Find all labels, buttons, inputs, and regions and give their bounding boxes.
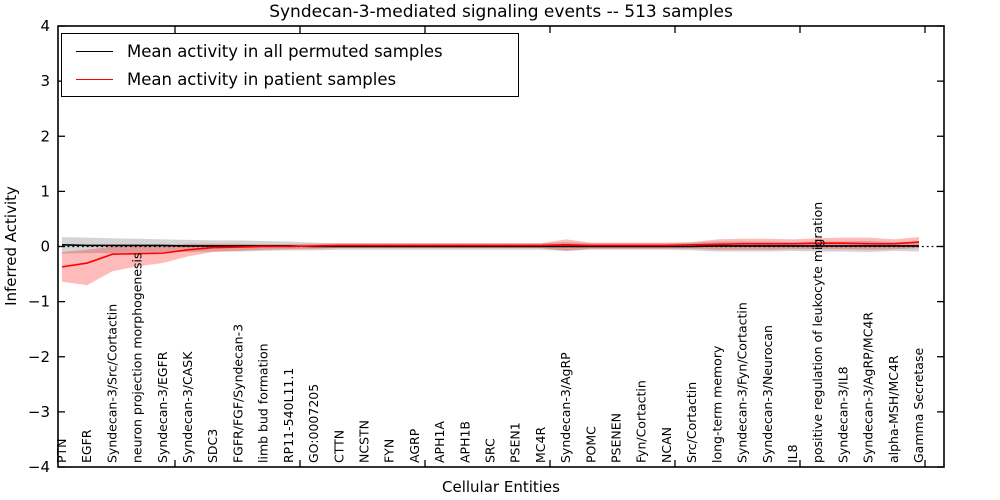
x-category-label: AGRP [407,428,422,463]
x-category-label: PTN [54,438,69,463]
x-category-label: NCSTN [356,420,371,463]
x-category-label: POMC [583,426,598,463]
x-category-label: MC4R [533,427,548,463]
x-category-label: neuron projection morphogenesis [130,252,145,463]
patient-samples-range-band [62,237,919,286]
x-category-label: positive regulation of leukocyte migrati… [810,202,825,463]
legend-label-permuted: Mean activity in all permuted samples [127,41,443,61]
x-category-label: IL8 [785,444,800,463]
x-category-label: Src/Cortactin [684,382,699,463]
x-category-label: Syndecan-3/IL8 [835,366,850,463]
x-category-label: Syndecan-3/Fyn/Cortactin [735,302,750,463]
legend-line-patient-icon [76,78,113,80]
legend-item: Mean activity in all permuted samples [62,42,518,61]
x-category-label: RP11-540L11.1 [281,368,296,463]
x-category-label: alpha-MSH/MC4R [886,355,901,463]
x-category-label: Syndecan-3/EGFR [155,351,170,463]
x-category-label: Syndecan-3/Neurocan [760,325,775,463]
x-category-label: SRC [483,438,498,463]
x-category-label: Fyn/Cortactin [634,380,649,463]
chart-title: Syndecan-3-mediated signaling events -- … [269,2,733,22]
x-category-label: NCAN [659,427,674,463]
y-tick-label: 2 [40,127,50,145]
legend-line-permuted-icon [76,50,113,52]
x-category-label: GO:0007205 [306,384,321,463]
x-category-label: APH1A [432,421,447,463]
x-category-label: Gamma Secretase [911,348,926,463]
x-category-label: long-term memory [709,345,724,463]
x-category-label: FGFR/FGF/Syndecan-3 [230,324,245,463]
y-tick-label: −2 [28,348,50,366]
y-axis-title: Inferred Activity [2,186,20,306]
x-category-label: Syndecan-3/AgRP/MC4R [861,312,876,463]
x-category-label: CTTN [331,430,346,463]
permuted-mean-line [61,244,919,248]
x-category-label: limb bud formation [256,343,271,463]
y-tick-label: −1 [28,293,50,311]
y-tick-label: 3 [40,72,50,90]
legend: Mean activity in all permuted samples Me… [61,33,519,97]
x-category-label: PSENEN [609,413,624,463]
x-category-label: FYN [382,439,397,463]
y-tick-label: 1 [40,182,50,200]
y-tick-label: 0 [40,238,50,256]
x-category-label: PSEN1 [508,422,523,463]
x-category-label: APH1B [457,421,472,463]
y-tick-label: −3 [28,403,50,421]
x-axis-title: Cellular Entities [442,478,560,496]
x-category-label: Syndecan-3/CASK [180,351,195,463]
x-category-label: SDC3 [205,429,220,463]
patient-mean-line [61,241,920,268]
legend-item: Mean activity in patient samples [62,70,518,89]
x-category-label: Syndecan-3/AgRP [558,352,573,463]
y-tick-label: 4 [40,17,50,35]
legend-label-patient: Mean activity in patient samples [127,69,397,89]
y-tick-label: −4 [28,458,50,476]
x-category-label: Syndecan-3/Src/Cortactin [104,304,119,463]
x-category-label: EGFR [79,429,94,463]
